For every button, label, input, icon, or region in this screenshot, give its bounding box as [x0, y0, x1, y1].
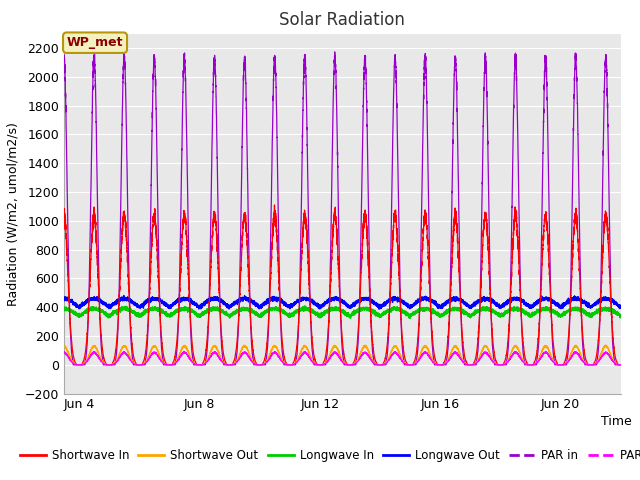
Title: Solar Radiation: Solar Radiation	[280, 11, 405, 29]
Y-axis label: Radiation (W/m2, umol/m2/s): Radiation (W/m2, umol/m2/s)	[6, 121, 19, 306]
Legend: Shortwave In, Shortwave Out, Longwave In, Longwave Out, PAR in, PAR out: Shortwave In, Shortwave Out, Longwave In…	[15, 444, 640, 467]
X-axis label: Time: Time	[601, 415, 632, 428]
Text: WP_met: WP_met	[67, 36, 124, 49]
